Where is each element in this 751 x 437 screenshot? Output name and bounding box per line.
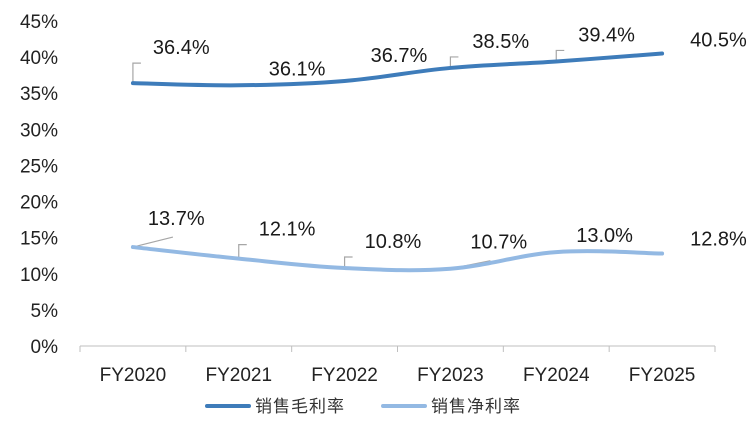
- x-tick-label: FY2021: [205, 365, 272, 386]
- label-leader-lines: [132, 49, 565, 270]
- leader-line: [132, 236, 174, 248]
- data-label: 36.1%: [269, 58, 326, 80]
- y-tick-label: 0%: [31, 337, 59, 358]
- y-tick-label: 30%: [20, 120, 58, 141]
- x-tick-label: FY2025: [629, 365, 696, 386]
- y-tick-label: 45%: [20, 12, 58, 33]
- data-label: 39.4%: [578, 24, 635, 46]
- data-labels: 36.4% 36.1% 36.7% 38.5% 39.4% 40.5% 13.7% 12.1%…: [148, 24, 747, 253]
- series-group: [130, 51, 665, 273]
- y-tick-label: 20%: [20, 193, 58, 214]
- data-label: 12.1%: [259, 219, 316, 241]
- data-label: 36.4%: [153, 37, 210, 59]
- y-tick-label: 10%: [20, 265, 58, 286]
- legend: 销售毛利率 销售净利率: [205, 397, 521, 417]
- data-label: 12.8%: [690, 229, 747, 251]
- leader-line: [132, 62, 141, 84]
- leader-line: [238, 244, 247, 259]
- data-label: 38.5%: [472, 31, 529, 53]
- series-line-net-margin: [130, 245, 665, 273]
- leader-line: [449, 56, 459, 68]
- leader-line: [343, 256, 353, 268]
- y-axis: 0% 5% 10% 15% 20% 25% 30% 35% 40% 45%: [20, 12, 58, 358]
- leader-line: [555, 49, 565, 62]
- data-label: 10.7%: [470, 232, 527, 254]
- x-tick-label: FY2022: [311, 365, 378, 386]
- x-tick-label: FY2024: [523, 365, 590, 386]
- y-tick-label: 25%: [20, 156, 58, 177]
- x-axis: FY2020 FY2021 FY2022 FY2023 FY2024 FY2025: [79, 346, 716, 386]
- legend-label-gross-margin: 销售毛利率: [255, 397, 345, 417]
- y-tick-label: 35%: [20, 84, 58, 105]
- series-line-gross-margin: [130, 51, 665, 88]
- y-tick-label: 15%: [20, 229, 58, 250]
- data-label: 10.8%: [365, 231, 422, 253]
- y-tick-label: 40%: [20, 48, 58, 69]
- data-label: 36.7%: [371, 45, 428, 67]
- data-label: 13.0%: [576, 225, 633, 247]
- data-label: 40.5%: [690, 30, 747, 52]
- legend-label-net-margin: 销售净利率: [431, 397, 521, 417]
- x-tick-label: FY2020: [100, 365, 167, 386]
- y-tick-label: 5%: [31, 301, 59, 322]
- x-tick-label: FY2023: [417, 365, 484, 386]
- data-label: 13.7%: [148, 208, 205, 230]
